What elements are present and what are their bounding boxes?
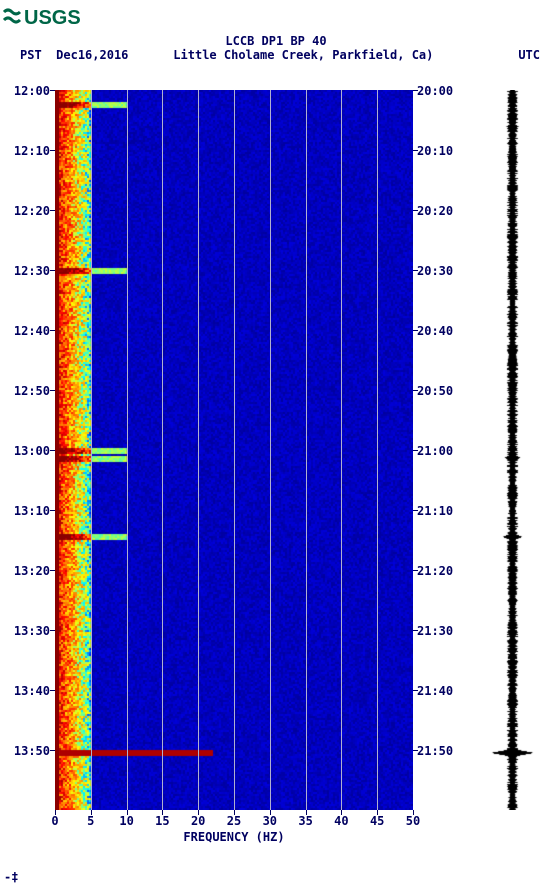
gridline-v — [341, 90, 342, 810]
y-right-tick-label: 21:50 — [417, 744, 457, 758]
svg-text:USGS: USGS — [24, 7, 81, 29]
y-tick-mark — [413, 750, 418, 751]
x-axis-label: FREQUENCY (HZ) — [55, 830, 413, 844]
y-left-tick-label: 13:40 — [10, 684, 50, 698]
y-tick-mark — [413, 390, 418, 391]
y-tick-mark — [50, 750, 55, 751]
y-tick-mark — [50, 330, 55, 331]
x-tick-label: 35 — [291, 814, 321, 828]
x-tick-label: 50 — [398, 814, 428, 828]
y-left-tick-label: 13:10 — [10, 504, 50, 518]
station-label: Little Cholame Creek, Parkfield, Ca) — [88, 48, 518, 62]
x-tick-label: 20 — [183, 814, 213, 828]
y-right-tick-label: 21:40 — [417, 684, 457, 698]
y-tick-mark — [413, 450, 418, 451]
y-left-tick-label: 12:40 — [10, 324, 50, 338]
y-right-tick-label: 21:20 — [417, 564, 457, 578]
x-tick-label: 0 — [40, 814, 70, 828]
y-left-tick-label: 12:10 — [10, 144, 50, 158]
gridline-v — [270, 90, 271, 810]
right-tz-label: UTC — [518, 48, 540, 62]
y-tick-mark — [413, 570, 418, 571]
y-tick-mark — [413, 630, 418, 631]
y-right-tick-label: 20:50 — [417, 384, 457, 398]
x-tick-label: 40 — [326, 814, 356, 828]
y-tick-mark — [413, 210, 418, 211]
y-tick-mark — [50, 210, 55, 211]
y-tick-mark — [50, 150, 55, 151]
y-tick-mark — [413, 90, 418, 91]
y-tick-mark — [413, 690, 418, 691]
x-tick-label: 45 — [362, 814, 392, 828]
y-right-tick-label: 21:00 — [417, 444, 457, 458]
y-tick-mark — [50, 270, 55, 271]
footer-mark: -‡ — [4, 870, 18, 884]
y-right-tick-label: 21:30 — [417, 624, 457, 638]
y-tick-mark — [413, 150, 418, 151]
gridline-v — [234, 90, 235, 810]
x-tick-label: 30 — [255, 814, 285, 828]
y-left-tick-label: 12:30 — [10, 264, 50, 278]
y-right-tick-label: 20:10 — [417, 144, 457, 158]
y-tick-mark — [413, 510, 418, 511]
x-tick-label: 10 — [112, 814, 142, 828]
y-tick-mark — [50, 390, 55, 391]
x-tick-label: 25 — [219, 814, 249, 828]
y-right-tick-label: 20:40 — [417, 324, 457, 338]
title-block: LCCB DP1 BP 40 PST Dec16,2016 Little Cho… — [0, 34, 552, 63]
y-left-tick-label: 12:50 — [10, 384, 50, 398]
y-tick-mark — [50, 690, 55, 691]
y-tick-mark — [413, 270, 418, 271]
x-tick-label: 5 — [76, 814, 106, 828]
y-right-tick-label: 20:30 — [417, 264, 457, 278]
usgs-logo: USGS — [2, 2, 92, 30]
y-left-tick-label: 13:20 — [10, 564, 50, 578]
gridline-v — [306, 90, 307, 810]
y-left-tick-label: 12:20 — [10, 204, 50, 218]
gridline-v — [162, 90, 163, 810]
y-left-tick-label: 13:00 — [10, 444, 50, 458]
low-freq-redband — [55, 90, 59, 810]
y-left-tick-label: 13:50 — [10, 744, 50, 758]
y-tick-mark — [50, 570, 55, 571]
x-tick-label: 15 — [147, 814, 177, 828]
y-tick-mark — [50, 450, 55, 451]
y-tick-mark — [50, 510, 55, 511]
gridline-v — [127, 90, 128, 810]
chart-title: LCCB DP1 BP 40 — [0, 34, 552, 48]
gridline-v — [91, 90, 92, 810]
y-right-tick-label: 20:00 — [417, 84, 457, 98]
y-right-tick-label: 21:10 — [417, 504, 457, 518]
y-left-tick-label: 13:30 — [10, 624, 50, 638]
gridline-v — [377, 90, 378, 810]
y-right-tick-label: 20:20 — [417, 204, 457, 218]
y-tick-mark — [50, 630, 55, 631]
gridline-v — [198, 90, 199, 810]
y-tick-mark — [413, 330, 418, 331]
y-tick-mark — [50, 90, 55, 91]
y-left-tick-label: 12:00 — [10, 84, 50, 98]
waveform-trace — [490, 90, 535, 810]
